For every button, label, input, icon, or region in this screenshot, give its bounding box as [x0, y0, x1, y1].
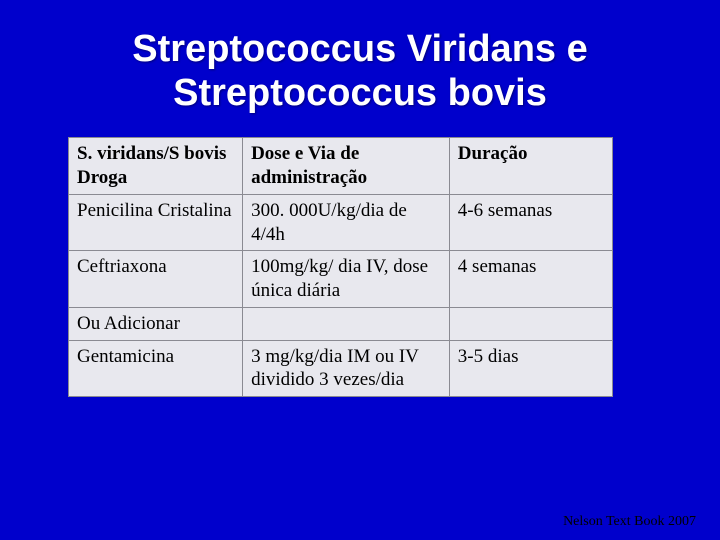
slide: Streptococcus Viridans e Streptococcus b…: [0, 0, 720, 540]
table-header-row: S. viridans/S bovis Droga Dose e Via de …: [69, 138, 613, 195]
citation-text: Nelson Text Book 2007: [563, 514, 696, 530]
cell-duration: 4 semanas: [449, 251, 612, 308]
cell-drug: Gentamicina: [69, 340, 243, 397]
cell-duration: 3-5 dias: [449, 340, 612, 397]
cell-drug: Penicilina Cristalina: [69, 194, 243, 251]
cell-drug: Ou Adicionar: [69, 307, 243, 340]
cell-dose: 100mg/kg/ dia IV, dose única diária: [243, 251, 450, 308]
drug-table: S. viridans/S bovis Droga Dose e Via de …: [68, 137, 613, 397]
slide-title: Streptococcus Viridans e Streptococcus b…: [60, 28, 660, 115]
cell-dose: 3 mg/kg/dia IM ou IV dividido 3 vezes/di…: [243, 340, 450, 397]
col-header-dose: Dose e Via de administração: [243, 138, 450, 195]
cell-duration: 4-6 semanas: [449, 194, 612, 251]
col-header-drug: S. viridans/S bovis Droga: [69, 138, 243, 195]
table-row: Penicilina Cristalina 300. 000U/kg/dia d…: [69, 194, 613, 251]
cell-drug: Ceftriaxona: [69, 251, 243, 308]
table-row: Ou Adicionar: [69, 307, 613, 340]
table-row: Ceftriaxona 100mg/kg/ dia IV, dose única…: [69, 251, 613, 308]
cell-duration: [449, 307, 612, 340]
table-row: Gentamicina 3 mg/kg/dia IM ou IV dividid…: [69, 340, 613, 397]
cell-dose: [243, 307, 450, 340]
col-header-duration: Duração: [449, 138, 612, 195]
cell-dose: 300. 000U/kg/dia de 4/4h: [243, 194, 450, 251]
